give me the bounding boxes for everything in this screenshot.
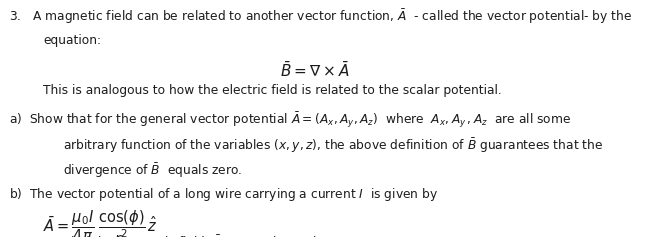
Text: equation:: equation: [43,34,101,47]
Text: $\bar{B} = \nabla \times \bar{A}$: $\bar{B} = \nabla \times \bar{A}$ [280,60,349,80]
Text: This is analogous to how the electric field is related to the scalar potential.: This is analogous to how the electric fi… [43,84,502,97]
Text: b)  The vector potential of a long wire carrying a current $I$  is given by: b) The vector potential of a long wire c… [9,186,438,203]
Text: a)  Show that for the general vector potential $\bar{A} = (A_x, A_y, A_z)$  wher: a) Show that for the general vector pote… [9,110,571,130]
Text: divergence of $\bar{B}$  equals zero.: divergence of $\bar{B}$ equals zero. [63,161,242,180]
Text: $\bar{A} = \dfrac{\mu_0 I}{4\pi}\;\dfrac{\cos(\phi)}{r^2}\,\hat{z}$: $\bar{A} = \dfrac{\mu_0 I}{4\pi}\;\dfrac… [43,209,159,237]
Text: arbitrary function of the variables $(x, y, z)$, the above definition of $\bar{B: arbitrary function of the variables $(x,… [63,136,603,155]
Text: 3.   A magnetic field can be related to another vector function, $\bar{A}$  - ca: 3. A magnetic field can be related to an… [9,7,632,26]
Text: Find the magnetic field, $\bar{B}$ , assuming $\mu_0$ is a constant.: Find the magnetic field, $\bar{B}$ , ass… [63,233,396,237]
